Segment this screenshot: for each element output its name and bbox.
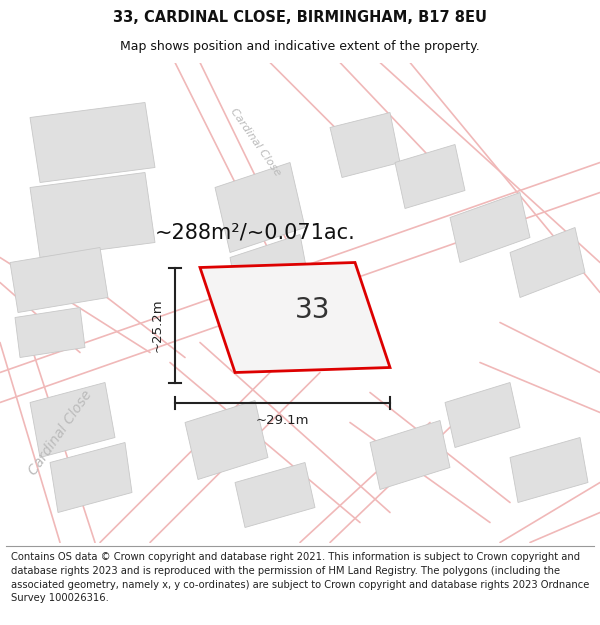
Text: 33: 33 [295,296,331,324]
Text: ~29.1m: ~29.1m [256,414,309,427]
Polygon shape [370,421,450,489]
Text: ~288m²/~0.071ac.: ~288m²/~0.071ac. [155,222,356,243]
Text: Cardinal Close: Cardinal Close [26,388,94,478]
Text: ~25.2m: ~25.2m [151,298,163,352]
Text: Cardinal Close: Cardinal Close [228,107,282,178]
Polygon shape [215,162,305,252]
Polygon shape [30,382,115,458]
Polygon shape [510,228,585,298]
Polygon shape [10,248,108,312]
Polygon shape [445,382,520,448]
Polygon shape [230,234,310,311]
Polygon shape [30,173,155,258]
Text: 33, CARDINAL CLOSE, BIRMINGHAM, B17 8EU: 33, CARDINAL CLOSE, BIRMINGHAM, B17 8EU [113,10,487,25]
Polygon shape [510,438,588,503]
Polygon shape [395,144,465,209]
Polygon shape [30,102,155,182]
Polygon shape [240,298,312,348]
Polygon shape [235,462,315,528]
Polygon shape [50,442,132,512]
Polygon shape [185,401,268,479]
Polygon shape [15,308,85,358]
Polygon shape [450,192,530,262]
Text: Map shows position and indicative extent of the property.: Map shows position and indicative extent… [120,41,480,53]
Text: Contains OS data © Crown copyright and database right 2021. This information is : Contains OS data © Crown copyright and d… [11,552,589,603]
Polygon shape [330,112,400,178]
Polygon shape [200,262,390,372]
